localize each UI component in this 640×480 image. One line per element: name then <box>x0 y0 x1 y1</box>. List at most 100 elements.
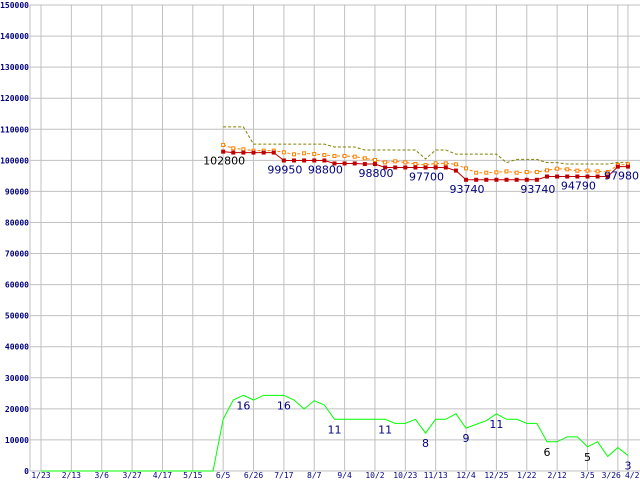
data-point-min-price <box>221 149 226 154</box>
y-tick-label: 90000 <box>5 187 29 196</box>
data-point-average-price <box>524 170 529 175</box>
data-point-min-price <box>433 165 438 170</box>
data-point-min-price <box>595 174 600 179</box>
x-tick-label: 9/4 <box>337 471 352 480</box>
data-point-average-price <box>393 159 398 164</box>
data-point-min-price <box>332 161 337 166</box>
data-point-min-price <box>464 177 469 182</box>
x-tick-label: 3/5 <box>580 471 595 480</box>
count-label: 8 <box>422 437 429 450</box>
data-point-average-price <box>403 160 408 165</box>
y-tick-label: 120000 <box>0 94 29 103</box>
x-tick-label: 1/23 <box>31 471 50 480</box>
data-point-average-price <box>545 168 549 173</box>
y-tick-label: 20000 <box>5 405 29 414</box>
y-tick-label: 60000 <box>5 281 29 290</box>
price-label: 99950 <box>267 163 302 176</box>
data-point-min-price <box>494 177 499 182</box>
x-tick-label: 12/4 <box>456 471 475 480</box>
x-tick-label: 3/26 <box>602 471 621 480</box>
y-tick-label: 140000 <box>0 32 29 41</box>
data-point-min-price <box>271 150 276 155</box>
data-point-average-price <box>504 169 509 174</box>
x-tick-label: 3/27 <box>122 471 141 480</box>
count-label: 11 <box>378 423 392 436</box>
y-tick-label: 80000 <box>5 218 29 227</box>
data-point-min-price <box>474 177 479 182</box>
x-tick-label: 8/7 <box>307 471 322 480</box>
data-point-average-price <box>221 142 226 147</box>
data-point-min-price <box>575 174 580 179</box>
count-label: 6 <box>544 446 551 459</box>
data-point-average-price <box>292 152 296 157</box>
data-point-average-price <box>332 153 337 158</box>
count-label: 3 <box>624 460 631 473</box>
price-label: 93740 <box>450 183 485 196</box>
data-point-average-price <box>514 170 519 175</box>
price-label: 94790 <box>561 180 596 193</box>
data-point-average-price <box>231 146 236 151</box>
data-point-average-price <box>474 170 479 175</box>
data-point-min-price <box>281 158 286 163</box>
count-label: 9 <box>463 432 470 445</box>
x-tick-label: 1/22 <box>517 471 536 480</box>
data-point-min-price <box>251 150 256 155</box>
data-point-average-price <box>565 167 570 172</box>
y-tick-label: 70000 <box>5 250 29 259</box>
data-point-average-price <box>413 161 418 166</box>
data-point-min-price <box>383 165 388 170</box>
data-point-min-price <box>322 158 327 163</box>
data-point-average-price <box>372 157 377 162</box>
price-label: 98800 <box>358 167 393 180</box>
data-point-average-price <box>534 170 539 175</box>
y-tick-label: 50000 <box>5 312 29 321</box>
data-point-min-price <box>372 162 377 167</box>
data-point-min-price <box>605 174 610 179</box>
x-tick-label: 2/12 <box>547 471 566 480</box>
data-point-average-price <box>605 170 610 175</box>
count-label: 5 <box>584 451 591 464</box>
data-point-min-price <box>555 174 560 179</box>
price-label: 98800 <box>308 163 343 176</box>
data-point-average-price <box>464 166 469 171</box>
y-tick-label: 30000 <box>5 374 29 383</box>
data-point-min-price <box>403 165 408 170</box>
data-point-average-price <box>383 160 388 165</box>
data-point-min-price <box>565 174 570 179</box>
data-point-average-price <box>484 170 489 175</box>
y-tick-label: 100000 <box>0 156 29 165</box>
x-tick-label: 4/17 <box>153 471 172 480</box>
data-point-average-price <box>312 151 317 156</box>
data-point-min-price <box>585 174 590 179</box>
x-axis: 1/23 2/13 3/6 3/27 4/17 5/15 6/5 6/26 7/17 8/7 9/4… <box>31 471 639 480</box>
price-label: 93740 <box>520 183 555 196</box>
data-point-average-price <box>362 156 367 161</box>
data-point-average-price <box>575 168 580 173</box>
data-point-average-price <box>433 161 438 166</box>
data-point-average-price <box>494 170 499 175</box>
data-point-min-price <box>514 177 519 182</box>
gridlines <box>29 4 640 472</box>
x-tick-label: 10/23 <box>393 471 417 480</box>
count-label: 11 <box>327 423 341 436</box>
data-point-average-price <box>302 151 307 156</box>
series-line-max-price <box>223 126 628 165</box>
price-label: 97700 <box>409 170 444 183</box>
x-tick-label: 11/13 <box>424 471 448 480</box>
y-tick-label: 130000 <box>0 63 29 72</box>
data-point-min-price <box>241 150 246 155</box>
data-point-min-price <box>413 165 418 170</box>
price-label: 102800 <box>203 155 245 168</box>
count-label: 16 <box>277 399 291 412</box>
data-point-average-price <box>555 166 560 171</box>
data-point-min-price <box>302 158 307 163</box>
data-point-min-price <box>545 174 549 179</box>
data-point-min-price <box>484 177 489 182</box>
y-tick-label: 110000 <box>0 125 29 134</box>
data-point-min-price <box>231 150 236 155</box>
data-point-min-price <box>261 150 266 155</box>
count-label: 16 <box>236 399 250 412</box>
data-point-average-price <box>595 169 600 174</box>
y-tick-label: 150000 <box>0 1 29 10</box>
